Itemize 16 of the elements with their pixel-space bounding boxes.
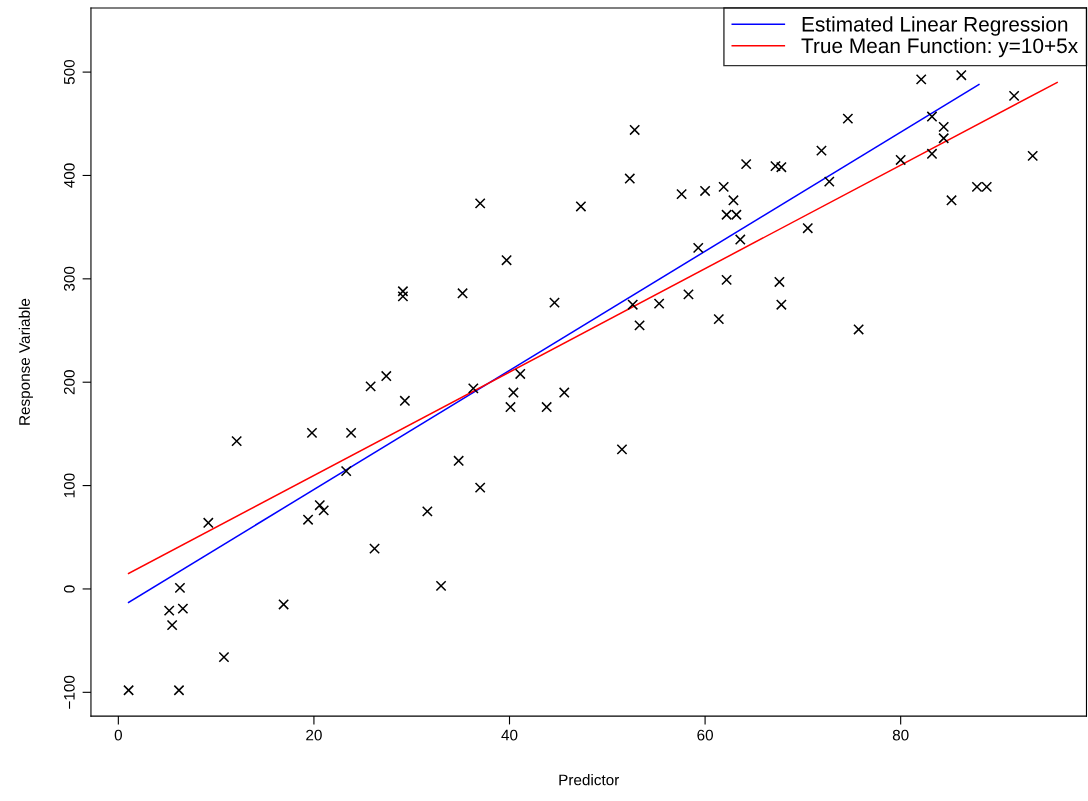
x-tick-label: 20 bbox=[306, 729, 322, 741]
x-tick-label: 40 bbox=[501, 729, 518, 741]
y-tick-label: 0 bbox=[63, 585, 75, 593]
y-axis-title: Response Variable bbox=[18, 298, 33, 425]
y-tick-label: 100 bbox=[63, 473, 75, 498]
y-tick-label: 200 bbox=[63, 370, 75, 395]
legend-label: True Mean Function: y=10+5x bbox=[801, 37, 1078, 58]
y-tick-label: 400 bbox=[63, 163, 75, 188]
x-tick-label: 0 bbox=[114, 729, 122, 741]
x-tick-label: 60 bbox=[697, 729, 713, 741]
y-tick-label: 300 bbox=[63, 266, 75, 291]
y-tick-label: −100 bbox=[63, 675, 75, 709]
legend-label: Estimated Linear Regression bbox=[802, 16, 1068, 36]
y-tick-label: 500 bbox=[63, 59, 75, 85]
x-tick-label: 80 bbox=[892, 729, 909, 741]
x-axis-title: Predictor bbox=[559, 774, 620, 786]
